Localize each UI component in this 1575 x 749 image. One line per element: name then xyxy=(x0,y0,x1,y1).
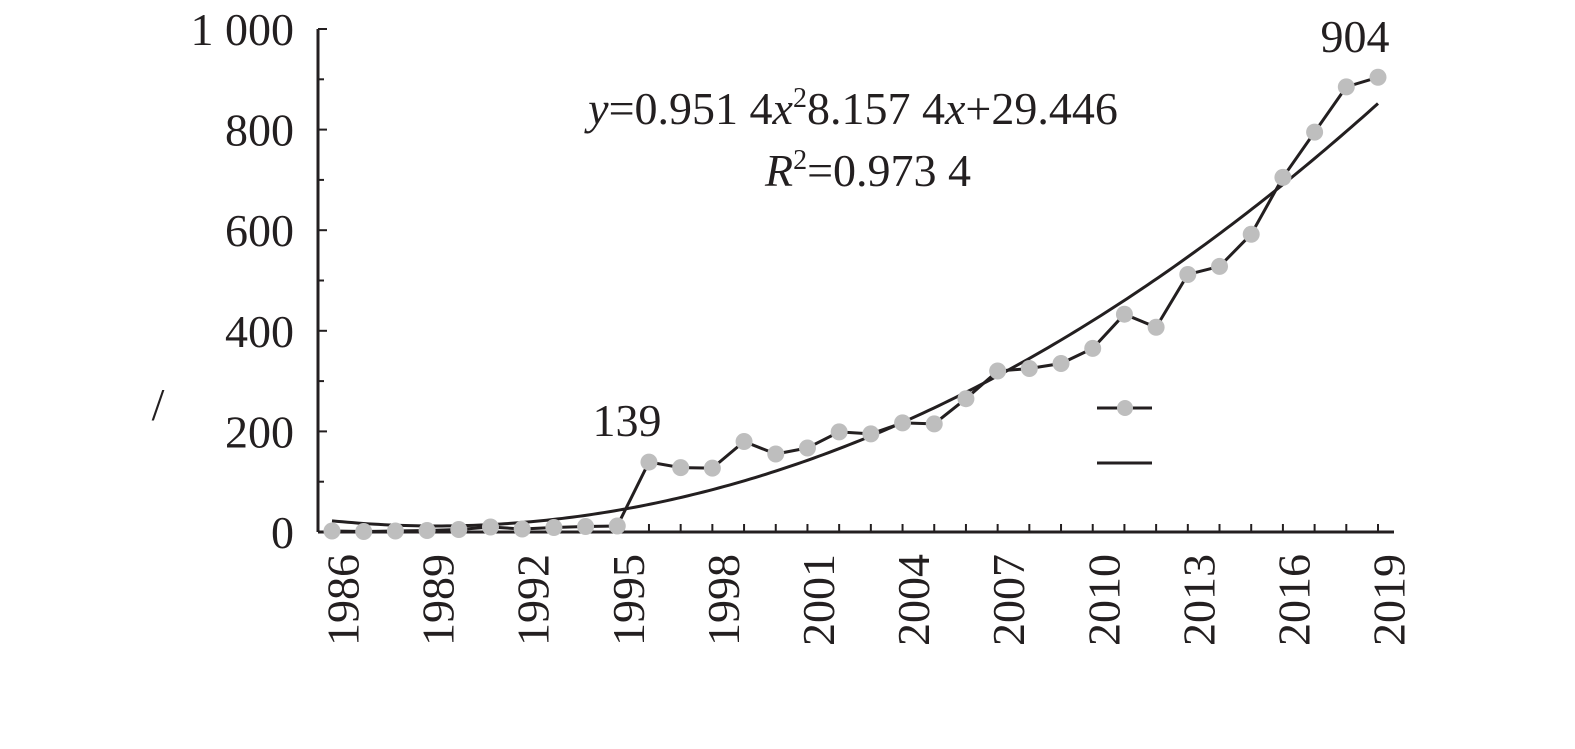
x-tick-label: 2001 xyxy=(793,554,844,646)
annotation-139: 139 xyxy=(593,395,662,446)
x-axis-ticks: 1986 1989 1992 1995 1998 2001 2004 2007 2010 2013… xyxy=(318,524,1415,646)
y-axis-label: / xyxy=(152,379,165,430)
data-point xyxy=(513,520,531,538)
x-tick-label: 1992 xyxy=(508,554,559,646)
legend-series-marker xyxy=(1117,400,1133,416)
data-point xyxy=(735,432,753,450)
y-tick-label: 800 xyxy=(225,105,294,156)
x-tick-label: 2013 xyxy=(1173,554,1224,646)
data-point xyxy=(323,522,341,540)
data-series-group xyxy=(323,68,1387,540)
data-point xyxy=(830,423,848,441)
data-point xyxy=(355,522,373,540)
x-tick-label: 1986 xyxy=(318,554,369,646)
data-point xyxy=(608,517,626,535)
data-point xyxy=(1274,168,1292,186)
x-tick-label: 1989 xyxy=(413,554,464,646)
data-point xyxy=(1369,68,1387,86)
r-squared-label: R2=0.973 4 xyxy=(764,145,971,196)
x-tick-label: 2007 xyxy=(983,554,1034,646)
legend xyxy=(1097,400,1152,465)
data-point xyxy=(1115,305,1133,323)
x-tick-label: 2004 xyxy=(888,554,939,646)
data-point xyxy=(1147,318,1165,336)
regression-equation: y=0.951 4x28.157 4x+29.446 xyxy=(584,83,1118,134)
data-point xyxy=(1306,123,1324,141)
data-point xyxy=(1179,265,1197,283)
y-tick-label: 400 xyxy=(225,306,294,357)
y-tick-label: 200 xyxy=(225,406,294,457)
y-axis-ticks: 0 200 400 600 800 1 000 xyxy=(191,4,327,558)
data-point xyxy=(545,518,563,536)
x-tick-label: 2010 xyxy=(1078,554,1129,646)
series-line xyxy=(331,75,1379,534)
data-point xyxy=(957,390,975,408)
x-tick-label: 1998 xyxy=(698,554,749,646)
data-point xyxy=(894,414,912,432)
data-point xyxy=(1020,360,1038,378)
data-point xyxy=(640,453,658,471)
data-point xyxy=(386,522,404,540)
data-point xyxy=(925,415,943,433)
data-point xyxy=(862,425,880,443)
data-point xyxy=(1337,78,1355,96)
data-point xyxy=(703,459,721,477)
data-point xyxy=(1211,257,1229,275)
data-point xyxy=(767,445,785,463)
data-point xyxy=(450,520,468,538)
x-tick-label: 1995 xyxy=(603,554,654,646)
data-point xyxy=(798,439,816,457)
data-point xyxy=(577,517,595,535)
data-point xyxy=(1052,354,1070,372)
x-tick-label: 2016 xyxy=(1268,554,1319,646)
trendline-group xyxy=(331,102,1380,528)
data-point xyxy=(1242,225,1260,243)
data-point xyxy=(672,459,690,477)
data-point xyxy=(481,518,499,536)
trendline-path xyxy=(331,102,1380,528)
y-tick-label: 600 xyxy=(225,205,294,256)
y-tick-label: 1 000 xyxy=(191,4,295,55)
x-tick-label: 2019 xyxy=(1364,554,1415,646)
data-point xyxy=(1084,339,1102,357)
y-tick-label: 0 xyxy=(271,507,294,558)
data-point xyxy=(418,521,436,539)
annotation-904: 904 xyxy=(1321,11,1390,62)
data-point xyxy=(989,362,1007,380)
